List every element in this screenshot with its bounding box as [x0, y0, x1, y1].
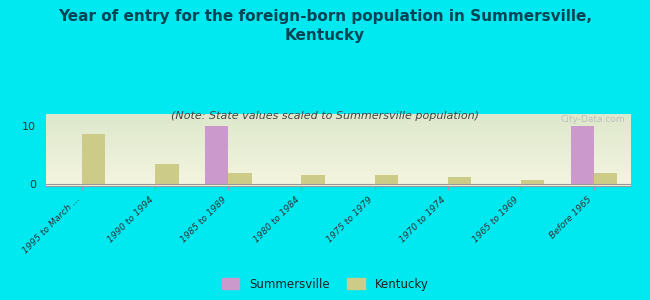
- Bar: [228, 172, 252, 184]
- Bar: [448, 177, 471, 184]
- Bar: [205, 126, 228, 184]
- Text: (Note: State values scaled to Summersville population): (Note: State values scaled to Summersvil…: [171, 111, 479, 121]
- Text: Year of entry for the foreign-born population in Summersville,
Kentucky: Year of entry for the foreign-born popul…: [58, 9, 592, 43]
- Bar: [302, 176, 325, 184]
- Bar: [374, 176, 398, 184]
- Legend: Summersville, Kentucky: Summersville, Kentucky: [218, 274, 432, 294]
- Bar: [571, 126, 594, 184]
- Bar: [155, 164, 179, 184]
- Bar: [594, 172, 618, 184]
- Bar: [521, 180, 544, 184]
- Bar: [82, 134, 105, 184]
- Text: City-Data.com: City-Data.com: [560, 116, 625, 124]
